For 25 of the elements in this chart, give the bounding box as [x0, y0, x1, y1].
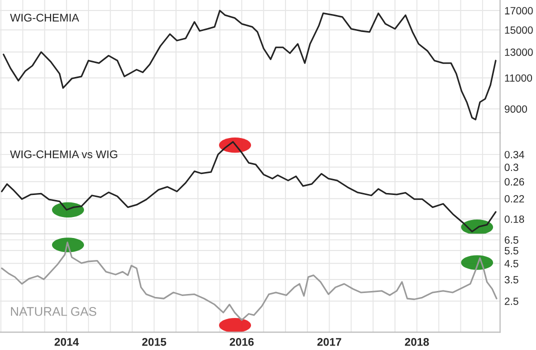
- x-tick-label: 2017: [317, 338, 342, 346]
- y-tick-label: 5.5: [504, 247, 518, 254]
- y-tick-label: 3.5: [504, 276, 518, 284]
- y-tick-label: 13000: [505, 48, 533, 56]
- line-series: [0, 242, 498, 321]
- y-tick-label: 9000: [504, 105, 528, 113]
- y-tick-label: 17000: [505, 7, 533, 14]
- y-tick-label: 15000: [505, 26, 533, 34]
- y-tick-label: 0.3: [504, 164, 518, 172]
- x-tick-label: 2015: [142, 338, 166, 346]
- x-tick-label: 2014: [54, 338, 79, 346]
- y-tick-label: 0.26: [504, 178, 524, 186]
- text: WIG-CHEMIA: [10, 14, 80, 22]
- text: NATURAL GAS: [11, 307, 96, 316]
- y-tick-label: 0.18: [504, 215, 524, 223]
- y-tick-label: 0.34: [504, 150, 524, 158]
- line-series: [2, 10, 496, 120]
- y-tick-label: 0.22: [504, 195, 524, 202]
- y-tick-label: 6.5: [504, 236, 518, 244]
- y-tick-label: 11000: [505, 74, 532, 82]
- x-tick-label: 2016: [230, 338, 254, 346]
- text: WIG-CHEMIA vs WIG: [10, 150, 118, 158]
- y-tick-label: 2.5: [504, 298, 518, 305]
- x-tick-label: 2018: [404, 338, 429, 346]
- y-tick-label: 4.5: [504, 260, 518, 268]
